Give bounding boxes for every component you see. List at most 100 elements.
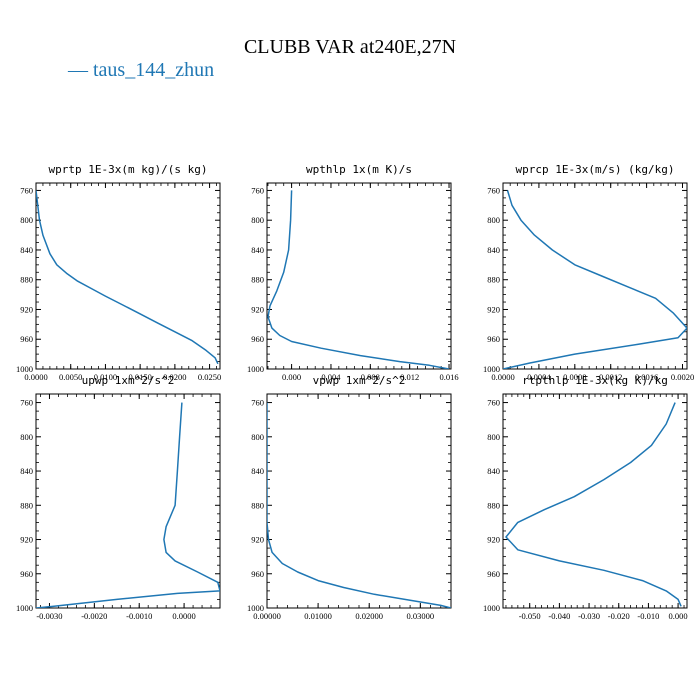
x-tick-label: -0.030: [578, 611, 600, 621]
x-tick-label: 0.02000: [355, 611, 383, 621]
subplot-3: wprcp 1E-3x(m/s) (kg/kg) 760 800 840 880 920 9…: [483, 163, 694, 382]
y-tick-label: 1000: [247, 364, 264, 374]
y-tick-label: 960: [487, 569, 500, 579]
y-tick-label: 920: [251, 535, 264, 545]
y-tick-label: 880: [20, 275, 33, 285]
legend-line-icon: —: [68, 59, 93, 81]
y-tick-label: 1000: [247, 603, 264, 613]
x-tick-label: 0.008: [361, 372, 380, 382]
figure-title: CLUBB VAR at240E,27N: [243, 36, 457, 58]
legend-entry: — taus_144_zhun: [68, 59, 214, 82]
x-tick-label: -0.020: [608, 611, 630, 621]
x-tick-label: 0.0150: [128, 372, 151, 382]
y-tick-label: 760: [251, 185, 264, 195]
x-tick-label: -0.050: [519, 611, 541, 621]
x-tick-label: 0.0016: [635, 372, 658, 382]
subplot-title: upwp 1xm^2/s^2: [82, 374, 175, 387]
y-tick-label: 760: [251, 398, 264, 408]
y-tick-label: 800: [251, 432, 264, 442]
y-tick-label: 800: [20, 215, 33, 225]
x-tick-label: 0.016: [439, 372, 458, 382]
subplot-1: wprtp 1E-3x(m kg)/(s kg) 760 800 840 880 920 9…: [16, 163, 221, 382]
x-tick-label: 0.0250: [198, 372, 221, 382]
x-tick-label: 0.000: [669, 611, 688, 621]
y-tick-label: 1000: [483, 364, 500, 374]
y-tick-label: 920: [487, 304, 500, 314]
y-tick-label: 960: [251, 569, 264, 579]
y-tick-label: 840: [251, 245, 264, 255]
x-tick-label: 0.03000: [407, 611, 435, 621]
y-tick-label: 840: [251, 466, 264, 476]
x-tick-label: 0.000: [282, 372, 301, 382]
x-tick-label: -0.0020: [81, 611, 107, 621]
y-tick-label: 880: [487, 275, 500, 285]
x-tick-label: -0.0010: [126, 611, 152, 621]
x-tick-label: 0.0020: [671, 372, 694, 382]
y-tick-label: 920: [251, 304, 264, 314]
y-tick-label: 960: [20, 334, 33, 344]
subplot-title: wprcp 1E-3x(m/s) (kg/kg): [516, 163, 675, 176]
y-tick-label: 840: [487, 466, 500, 476]
y-tick-label: 960: [20, 569, 33, 579]
y-tick-label: 880: [251, 500, 264, 510]
subplot-title: vpwp 1xm^2/s^2: [313, 374, 406, 387]
plot-frame: [502, 182, 688, 370]
y-tick-label: 800: [20, 432, 33, 442]
plot-frame: [35, 393, 221, 609]
y-tick-label: 960: [487, 334, 500, 344]
subplot-4: upwp 1xm^2/s^27608008408809209601000-0.0…: [16, 374, 221, 621]
x-tick-label: 0.0000: [24, 372, 47, 382]
plot-frame: [35, 182, 221, 370]
plot-frame: [266, 182, 452, 370]
subplot-title: wpthlp 1x(m K)/s: [306, 163, 412, 176]
x-tick-label: 0.0100: [94, 372, 117, 382]
series-line: [505, 402, 682, 607]
series-line: [267, 190, 450, 369]
y-tick-label: 1000: [16, 364, 33, 374]
x-tick-label: -0.0030: [36, 611, 62, 621]
y-tick-label: 1000: [16, 603, 33, 613]
x-tick-label: 0.0200: [163, 372, 186, 382]
series-line: [503, 190, 687, 369]
y-tick-label: 800: [487, 215, 500, 225]
subplot-6: rtpthlp 1E-3x(kg K)/kg 760 800 840 880 920 960…: [483, 374, 688, 621]
x-tick-label: 0.0000: [172, 611, 195, 621]
x-tick-label: -0.010: [637, 611, 659, 621]
subplot-5: vpwp 1xm^2/s^276080084088092096010000.00…: [247, 374, 452, 621]
y-tick-label: 800: [251, 215, 264, 225]
y-tick-label: 840: [487, 245, 500, 255]
series-line: [267, 402, 451, 608]
y-tick-label: 880: [251, 275, 264, 285]
y-tick-label: 920: [20, 304, 33, 314]
x-tick-label: 0.0004: [527, 372, 551, 382]
subplot-title: wprtp 1E-3x(m kg)/(s kg): [49, 163, 208, 176]
series-line: [36, 402, 220, 608]
y-tick-label: 760: [487, 398, 500, 408]
y-tick-label: 760: [20, 185, 33, 195]
subplot-2: wpthlp 1x(m K)/s 760 800 840 880 920 960 1000 0.…: [247, 163, 459, 382]
x-tick-label: 0.012: [400, 372, 419, 382]
plot-frame: [502, 393, 688, 609]
x-tick-label: 0.0050: [59, 372, 82, 382]
x-tick-label: 0.004: [321, 372, 341, 382]
y-tick-label: 760: [20, 398, 33, 408]
y-tick-label: 960: [251, 334, 264, 344]
x-tick-label: -0.040: [548, 611, 570, 621]
y-tick-label: 800: [487, 432, 500, 442]
x-tick-label: 0.01000: [304, 611, 332, 621]
y-tick-label: 920: [20, 535, 33, 545]
x-tick-label: 0.0012: [599, 372, 622, 382]
series-line: [36, 190, 219, 365]
subplot-title: rtpthlp 1E-3x(kg K)/kg: [522, 374, 668, 387]
x-tick-label: 0.0000: [491, 372, 514, 382]
y-tick-label: 880: [487, 500, 500, 510]
y-tick-label: 840: [20, 466, 33, 476]
y-tick-label: 840: [20, 245, 33, 255]
plot-frame: [266, 393, 452, 609]
y-tick-label: 880: [20, 500, 33, 510]
y-tick-label: 920: [487, 535, 500, 545]
y-tick-label: 760: [487, 185, 500, 195]
y-tick-label: 1000: [483, 603, 500, 613]
x-tick-label: 0.00000: [253, 611, 281, 621]
